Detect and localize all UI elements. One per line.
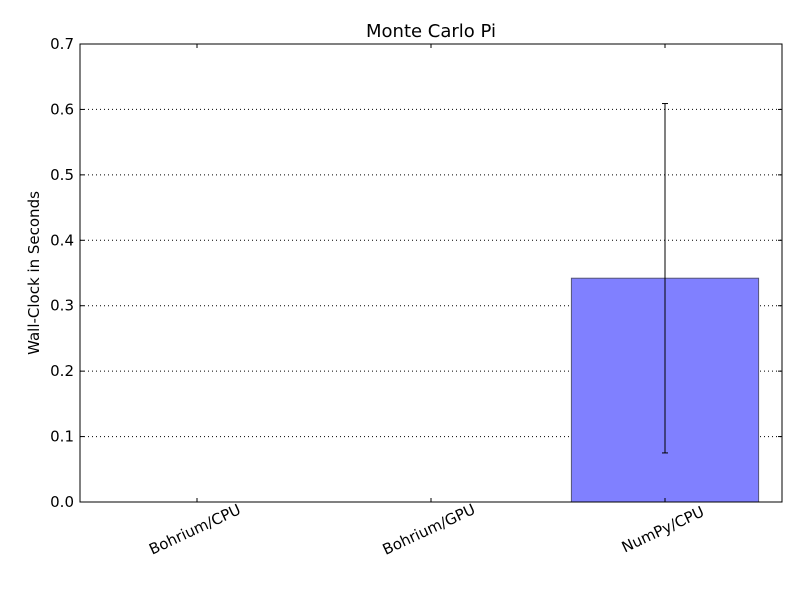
y-tick-label: 0.5 bbox=[50, 166, 74, 184]
y-tick-label: 0.1 bbox=[50, 428, 74, 446]
y-tick-label: 0.6 bbox=[50, 100, 74, 118]
x-tick-label: NumPy/CPU bbox=[619, 503, 707, 557]
y-tick-label: 0.2 bbox=[50, 362, 74, 380]
y-axis-label: Wall-Clock in Seconds bbox=[25, 191, 43, 355]
y-tick-label: 0.3 bbox=[50, 297, 74, 315]
x-tick-label: Bohrium/CPU bbox=[146, 500, 243, 558]
x-tick-label: Bohrium/GPU bbox=[380, 500, 478, 559]
chart-title: Monte Carlo Pi bbox=[366, 21, 496, 42]
bars bbox=[103, 278, 758, 502]
y-tick-label: 0.7 bbox=[50, 35, 74, 53]
y-tick-label: 0.0 bbox=[50, 493, 74, 511]
y-tick-label: 0.4 bbox=[50, 231, 74, 249]
